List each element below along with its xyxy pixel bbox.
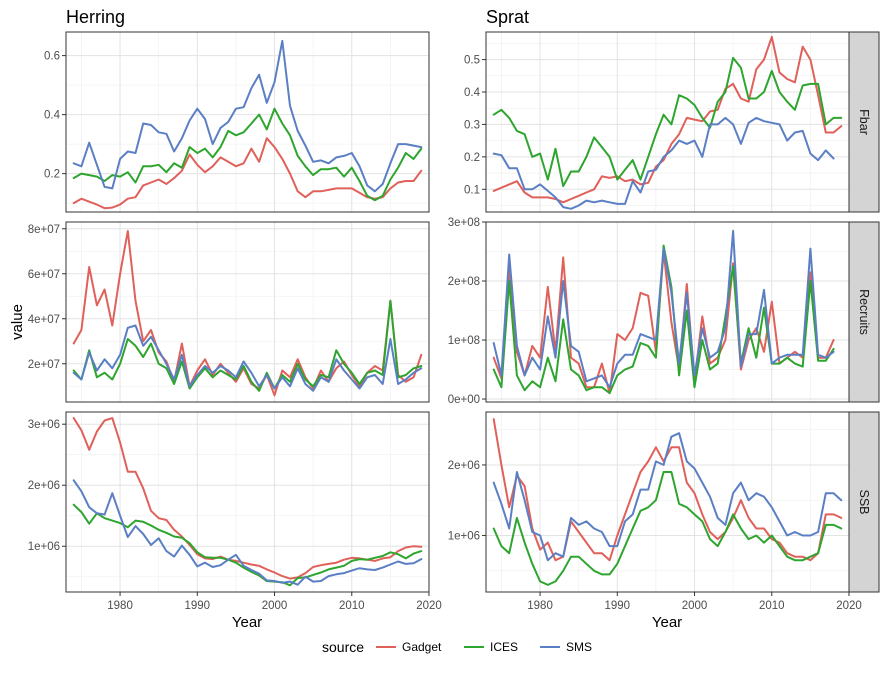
series-line-sms: [492, 229, 835, 389]
series-line-sms: [492, 432, 843, 562]
y-tick-label: 1e+08: [448, 335, 480, 347]
series-line-ices: [492, 244, 835, 395]
y-tick-label: 0e+00: [448, 394, 480, 406]
x-tick-label: 2020: [836, 600, 862, 612]
y-tick-label: 3e+06: [28, 419, 60, 431]
y-tick-label: 1e+06: [28, 541, 60, 553]
x-tick-label: 1980: [107, 600, 133, 612]
panels-layer: 0.2 0.4 0.6 0.1 0.2 0.3 0.4 0.5 Fbar 2e+07 4e+07 6e…: [28, 31, 880, 612]
x-tick-label: 2000: [682, 600, 708, 612]
legend-label-sms: SMS: [566, 640, 592, 654]
panel-border: [65, 411, 430, 593]
panel-herring-fbar: 0.2 0.4 0.6: [44, 31, 430, 213]
panel-herring-ssb: 1e+06 2e+06 3e+06 1980 1990 2000 2010 2020: [28, 411, 442, 612]
panel-border: [65, 31, 430, 213]
y-tick-label: 3e+08: [448, 217, 480, 229]
y-tick-label: 2e+06: [28, 480, 60, 492]
series-line-sms: [72, 479, 423, 586]
legend: source Gadget ICES SMS: [322, 639, 592, 655]
y-tick-label: 6e+07: [28, 269, 60, 281]
y-tick-label: 0.3: [464, 119, 480, 131]
panel-sprat-fbar: 0.1 0.2 0.3 0.4 0.5 Fbar: [464, 31, 880, 213]
panel-background: [65, 411, 430, 593]
x-axis-title-sprat: Year: [652, 614, 682, 631]
labels-layer: Herring Sprat value Year Year: [9, 7, 682, 631]
series-line-sms: [72, 324, 423, 392]
legend-label-gadget: Gadget: [402, 640, 442, 654]
legend-title: source: [322, 639, 364, 655]
series-line-ices: [492, 56, 843, 188]
panel-background: [65, 31, 430, 213]
y-tick-label: 0.4: [44, 110, 61, 122]
series-line-sms: [72, 39, 423, 193]
facet-strip-label-fbar: Fbar: [857, 109, 871, 135]
y-tick-label: 0.5: [464, 55, 480, 67]
panel-border: [65, 221, 430, 403]
y-tick-label: 8e+07: [28, 224, 60, 236]
y-tick-label: 0.4: [464, 87, 481, 99]
panel-herring-recruits: 2e+07 4e+07 6e+07 8e+07: [28, 221, 430, 403]
y-tick-label: 0.2: [44, 169, 60, 181]
series-line-sms: [492, 116, 835, 210]
y-tick-label: 4e+07: [28, 314, 60, 326]
x-tick-label: 1990: [185, 600, 211, 612]
y-tick-label: 0.1: [464, 184, 480, 196]
x-tick-label: 2010: [759, 600, 785, 612]
legend-label-ices: ICES: [490, 640, 518, 654]
panel-background: [485, 221, 850, 403]
y-tick-label: 1e+06: [448, 531, 480, 543]
y-tick-label: 0.6: [44, 51, 60, 63]
panel-background: [485, 31, 850, 213]
y-tick-label: 2e+06: [448, 460, 480, 472]
x-tick-label: 2000: [262, 600, 288, 612]
x-tick-label: 2010: [339, 600, 365, 612]
x-tick-label: 2020: [416, 600, 442, 612]
panel-sprat-ssb: 1e+06 2e+06 1980 1990 2000 2010 2020 SSB: [448, 411, 880, 612]
column-title-sprat: Sprat: [486, 7, 529, 27]
x-tick-label: 1990: [605, 600, 631, 612]
series-line-ices: [72, 299, 423, 392]
series-line-gadget: [492, 35, 843, 204]
series-line-ices: [72, 107, 423, 202]
series-line-ices: [72, 503, 423, 587]
y-axis-title: value: [9, 304, 26, 340]
panel-sprat-recruits: 0e+00 1e+08 2e+08 3e+08 Recruits: [448, 217, 880, 406]
x-axis-title-herring: Year: [232, 614, 262, 631]
facet-strip-ssb: [848, 411, 880, 593]
facet-strip-fbar: [848, 31, 880, 213]
facet-strip-recruits: [848, 221, 880, 403]
x-tick-label: 1980: [527, 600, 553, 612]
panel-background: [485, 411, 850, 593]
series-line-ices: [492, 471, 843, 586]
y-tick-label: 2e+07: [28, 359, 60, 371]
column-title-herring: Herring: [66, 7, 125, 27]
facet-strip-label-recruits: Recruits: [857, 289, 871, 335]
y-tick-label: 2e+08: [448, 276, 480, 288]
facet-strip-label-ssb: SSB: [857, 489, 871, 514]
series-line-gadget: [72, 137, 423, 210]
y-tick-label: 0.2: [464, 152, 480, 164]
